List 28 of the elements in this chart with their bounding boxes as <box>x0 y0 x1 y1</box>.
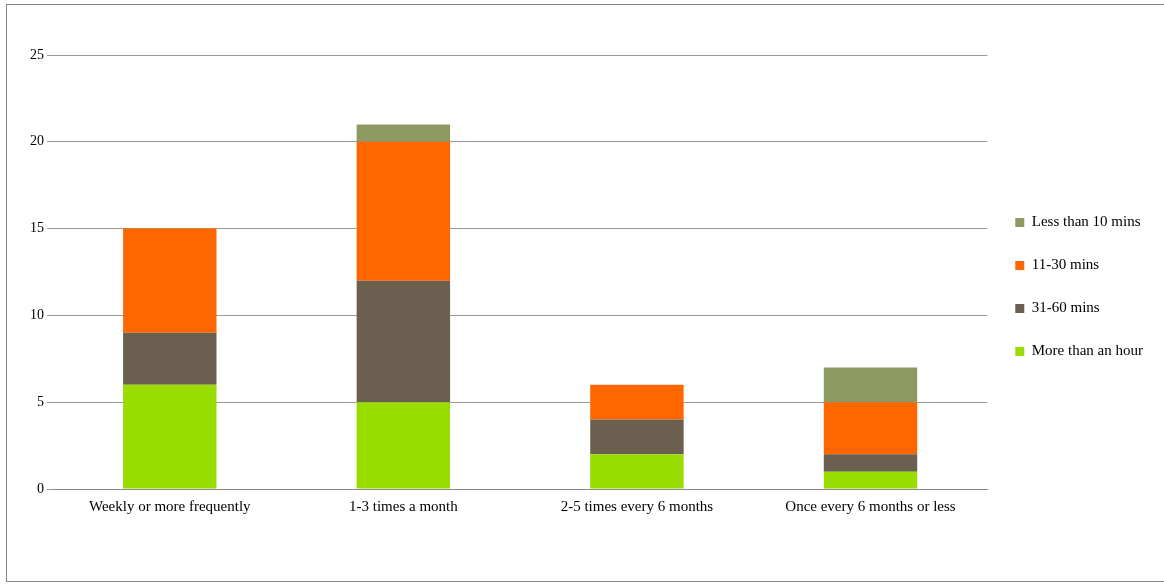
y-tick-label: 25 <box>30 46 44 62</box>
bar <box>590 454 684 489</box>
bar <box>123 332 217 385</box>
legend-label: More than an hour <box>1031 342 1143 359</box>
y-tick-label: 10 <box>30 307 44 323</box>
x-tick-label: Once every 6 months or less <box>785 497 956 514</box>
bar <box>123 384 217 489</box>
bar <box>823 454 918 472</box>
bar <box>590 384 684 420</box>
x-tick-label: 1-3 times a month <box>348 497 459 514</box>
x-tick-label: Weekly or more frequently <box>88 497 252 514</box>
x-tick-label: 2-5 times every 6 months <box>560 497 714 514</box>
legend-label: 11-30 mins <box>1031 256 1100 273</box>
bar <box>356 124 451 142</box>
y-tick-label: 5 <box>37 393 44 409</box>
y-tick-label: 20 <box>30 133 44 149</box>
bar <box>823 367 918 403</box>
bar <box>356 141 451 281</box>
bar <box>356 280 451 403</box>
bar <box>356 402 451 489</box>
bar <box>823 402 918 455</box>
legend-label: 31-60 mins <box>1031 299 1100 316</box>
bar <box>590 419 684 455</box>
bar <box>823 471 918 489</box>
bar <box>123 228 217 333</box>
legend-label: Less than 10 mins <box>1031 213 1141 230</box>
y-tick-label: 0 <box>37 480 44 496</box>
y-tick-label: 15 <box>30 220 44 236</box>
